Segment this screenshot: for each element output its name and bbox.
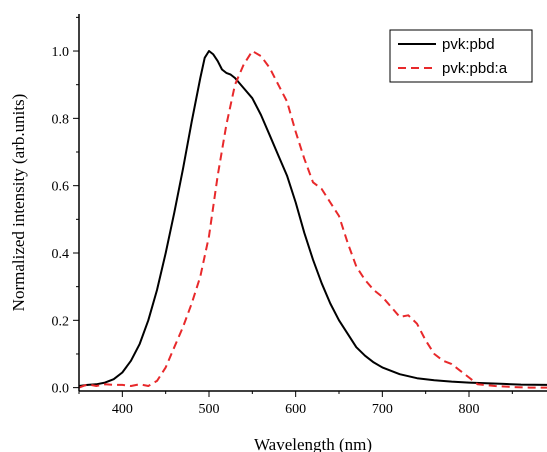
y-tick-label: 0.8 xyxy=(52,112,70,127)
x-tick-label: 500 xyxy=(199,402,220,417)
x-axis-title: Wavelength (nm) xyxy=(254,435,372,452)
axes: 400 500 600 700 800 0.0 0.2 0.4 0.6 0.8 1.0 xyxy=(52,14,547,417)
legend: pvk:pbd pvk:pbd:a xyxy=(389,29,533,83)
series-line-pvk-pbd xyxy=(78,50,547,387)
x-tick-label: 400 xyxy=(112,402,133,417)
x-tick-label: 700 xyxy=(372,402,393,417)
x-tick-label: 600 xyxy=(285,402,306,417)
y-tick-label: 0.2 xyxy=(52,314,70,329)
series-line-pvk-pbd-a xyxy=(78,50,547,389)
x-tick-label: 800 xyxy=(459,402,480,417)
y-tick-label: 1.0 xyxy=(52,45,70,60)
y-axis-title: Normalized intensity (arb.units) xyxy=(9,94,28,312)
legend-label-pvk-pbd-a: pvk:pbd:a xyxy=(442,60,508,77)
legend-box xyxy=(389,29,533,83)
y-tick-label: 0.4 xyxy=(52,247,70,262)
plot-area xyxy=(78,50,547,389)
legend-label-pvk-pbd: pvk:pbd xyxy=(442,36,495,53)
y-tick-label: 0.6 xyxy=(52,180,70,195)
y-tick-label: 0.0 xyxy=(52,382,70,397)
